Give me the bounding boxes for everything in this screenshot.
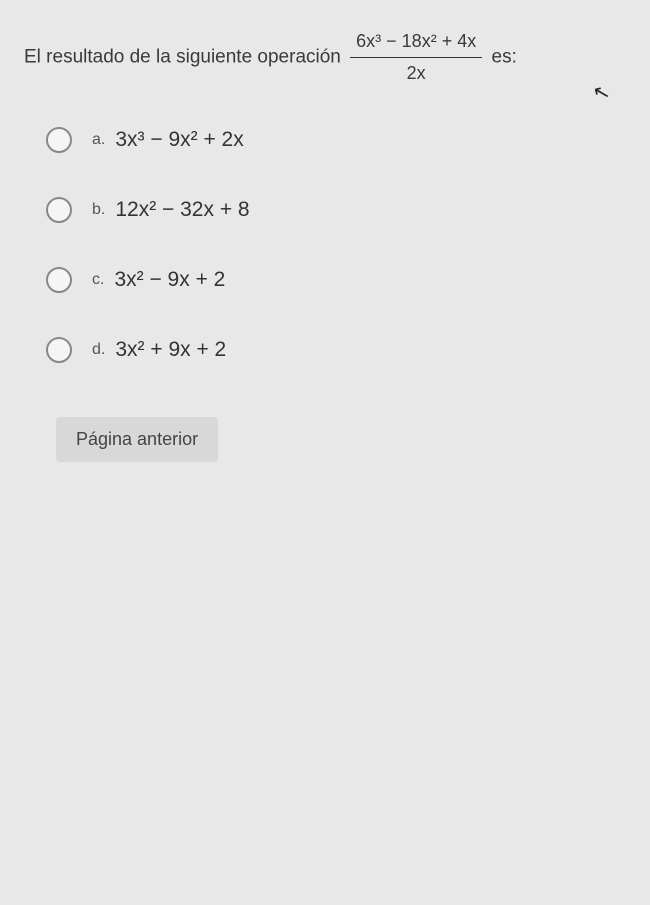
option-b[interactable]: b. 12x² − 32x + 8 — [46, 197, 626, 223]
option-letter: a. — [92, 131, 105, 149]
option-text: 12x² − 32x + 8 — [115, 198, 249, 222]
option-d[interactable]: d. 3x² + 9x + 2 — [46, 337, 626, 363]
radio-icon[interactable] — [46, 337, 72, 363]
fraction-numerator: 6x³ − 18x² + 4x — [350, 28, 482, 58]
radio-icon[interactable] — [46, 197, 72, 223]
question-trail: es: — [492, 47, 517, 68]
option-letter: d. — [92, 341, 105, 359]
option-text: 3x² + 9x + 2 — [115, 338, 226, 362]
option-a[interactable]: a. 3x³ − 9x² + 2x — [46, 127, 626, 153]
question-fraction: 6x³ − 18x² + 4x 2x — [350, 28, 482, 87]
fraction-denominator: 2x — [350, 58, 482, 87]
prev-page-button[interactable]: Página anterior — [56, 417, 218, 462]
option-letter: c. — [92, 271, 104, 289]
radio-icon[interactable] — [46, 267, 72, 293]
option-text: 3x³ − 9x² + 2x — [115, 128, 243, 152]
question-lead: El resultado de la siguiente operación — [24, 47, 346, 68]
option-letter: b. — [92, 201, 105, 219]
question-stem: El resultado de la siguiente operación 6… — [24, 28, 626, 87]
option-c[interactable]: c. 3x² − 9x + 2 — [46, 267, 626, 293]
options-group: a. 3x³ − 9x² + 2x b. 12x² − 32x + 8 c. 3… — [46, 127, 626, 363]
prev-page-label: Página anterior — [76, 429, 198, 449]
radio-icon[interactable] — [46, 127, 72, 153]
option-text: 3x² − 9x + 2 — [114, 268, 225, 292]
